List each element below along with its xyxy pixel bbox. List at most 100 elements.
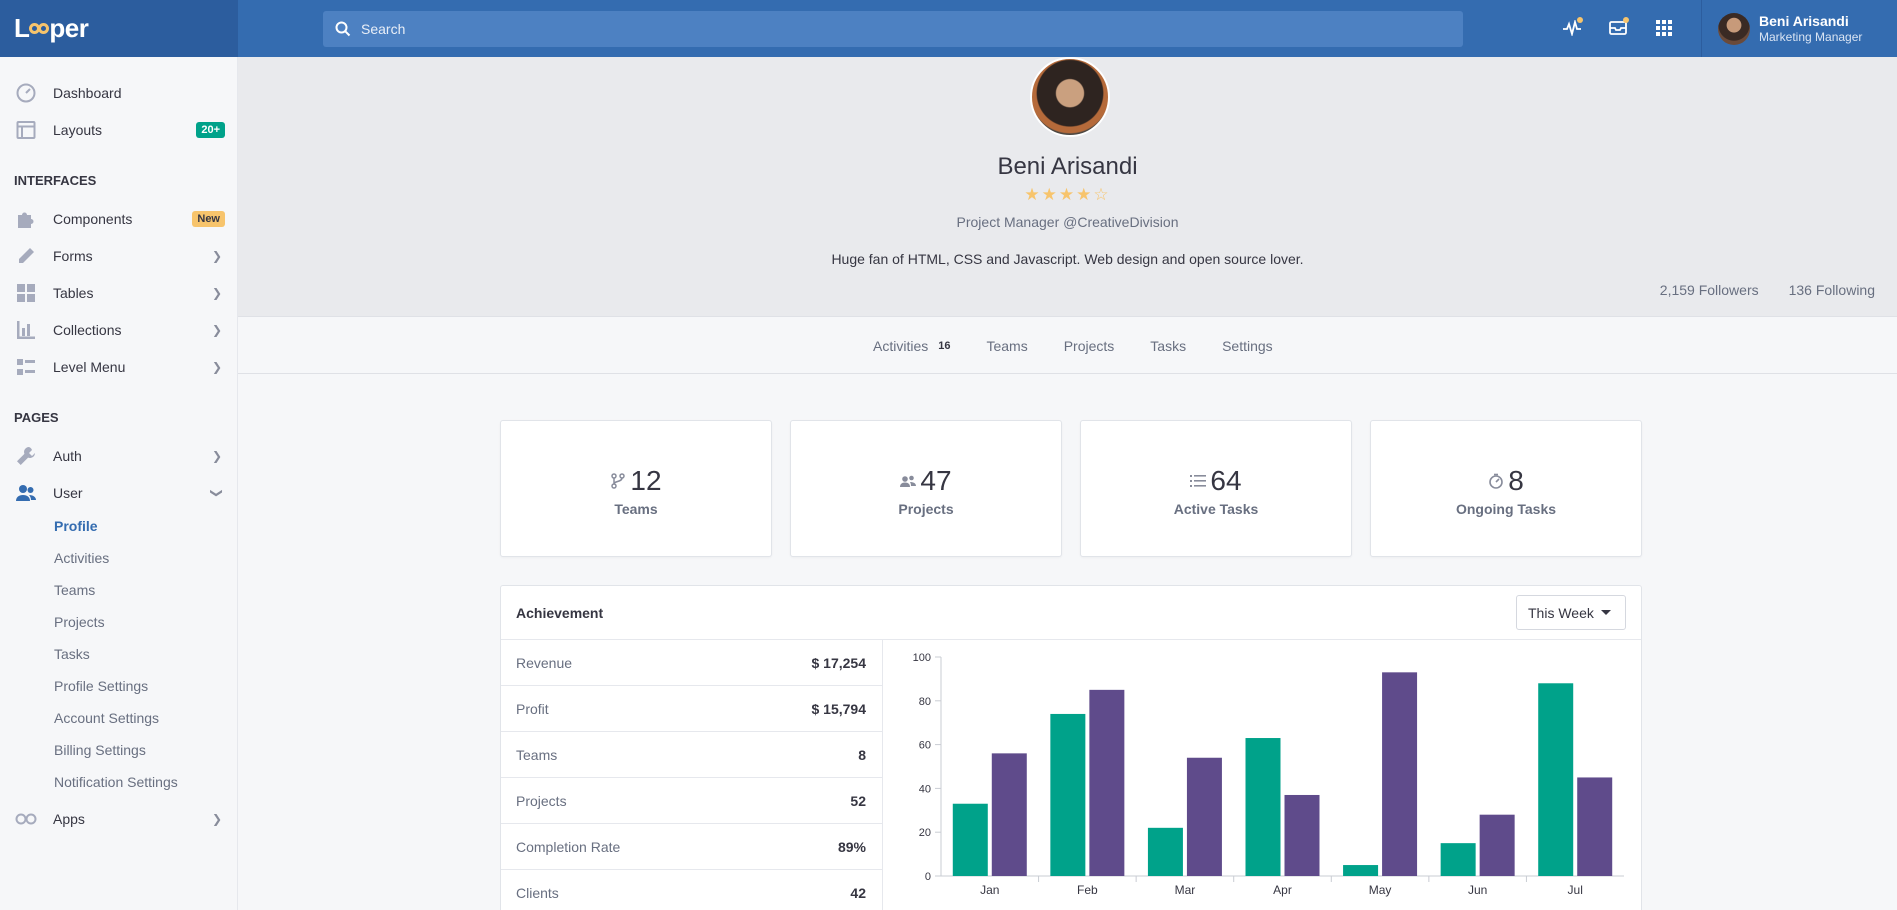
sidebar-item-dashboard[interactable]: Dashboard [0,78,238,108]
bar[interactable] [1284,794,1320,876]
chevron-right-icon: ❯ [211,323,222,337]
tab-label: Projects [1063,338,1115,354]
bar[interactable] [1538,683,1574,876]
apps-grid-icon[interactable] [1652,16,1676,40]
sidebar-subitem-teams[interactable]: Teams [54,582,96,598]
sidebar-subitem-tasks[interactable]: Tasks [54,646,90,662]
achievement-bar-chart: 0 20 40 60 80 100 Jan Feb Mar Apr May Jun Jul [913,652,1624,897]
stat-label: Projects [898,501,954,517]
bar[interactable] [1577,777,1613,876]
bar[interactable] [1479,814,1515,876]
profile-cover: Beni Arisandi ★★★★☆ Project Manager @Cre… [238,57,1897,317]
sidebar-item-label: Tables [53,285,94,301]
followers-link[interactable]: 2,159 Followers [1659,282,1759,298]
list-item: Projects 52 [501,778,882,824]
stat-value: 12 [630,465,662,496]
search-bar[interactable] [323,11,1463,47]
section-heading-interfaces: INTERFACES [14,173,97,188]
pencil-icon [15,245,37,267]
sidebar-item-forms[interactable]: Forms ❯ [0,241,238,271]
branch-icon [610,473,626,489]
metric-value: $ 17,254 [811,654,867,671]
stat-card-ongoing-tasks: 8 Ongoing Tasks [1370,420,1642,557]
tab-label: Tasks [1150,338,1187,354]
sidebar-item-label: User [53,485,83,501]
search-input[interactable] [361,21,1361,37]
main-content: Beni Arisandi ★★★★☆ Project Manager @Cre… [238,57,1897,910]
sidebar-item-auth[interactable]: Auth ❯ [0,441,238,471]
sidebar-item-label: Dashboard [53,85,122,101]
list-item: Teams 8 [501,732,882,778]
inbox-icon[interactable] [1606,16,1630,40]
puzzle-icon [15,208,37,230]
sidebar-subitem-projects[interactable]: Projects [54,614,105,630]
people-icon [900,473,917,489]
sidebar-subitem-profile-settings[interactable]: Profile Settings [54,678,149,694]
bar[interactable] [1147,827,1183,876]
sidebar-item-user[interactable]: User ❯ [0,478,238,508]
sidebar-subitem-billing-settings[interactable]: Billing Settings [54,742,146,758]
user-menu[interactable]: Beni Arisandi Marketing Manager [1701,0,1897,57]
tab-count-badge: 16 [938,340,951,352]
bar[interactable] [991,753,1027,876]
x-tick-label: Jan [980,883,999,897]
profile-bio: Huge fan of HTML, CSS and Javascript. We… [831,251,1304,267]
metric-label: Teams [516,746,558,763]
metric-value: 52 [850,792,866,809]
tab-settings[interactable]: Settings [1222,338,1273,354]
sidebar-item-collections[interactable]: Collections ❯ [0,315,238,345]
sidebar-item-layouts[interactable]: Layouts 20+ [0,115,238,145]
tab-activities[interactable]: Activities 16 [873,338,950,354]
bar[interactable] [1186,757,1222,876]
dashboard-gauge-icon [15,82,37,104]
bar[interactable] [1089,689,1125,876]
chevron-right-icon: ❯ [211,249,222,263]
bar[interactable] [1050,713,1086,876]
y-tick-label: 80 [919,696,931,708]
bar[interactable] [1440,843,1476,876]
y-tick-label: 0 [925,871,931,883]
period-dropdown[interactable]: This Week [1516,595,1626,630]
sidebar-subitem-notification-settings[interactable]: Notification Settings [54,774,178,790]
sidebar-subitem-profile[interactable]: Profile [54,518,98,534]
tab-teams[interactable]: Teams [986,338,1027,354]
sidebar-item-apps[interactable]: Apps ❯ [0,804,238,834]
sidebar-subitem-activities[interactable]: Activities [54,550,110,566]
tab-label: Teams [986,338,1028,354]
sidebar-subitem-account-settings[interactable]: Account Settings [54,710,160,726]
bar[interactable] [1245,738,1281,876]
sidebar-item-components[interactable]: Components New [0,204,238,234]
star-filled-icon: ★ [1076,185,1094,204]
y-tick-label: 20 [919,827,931,839]
y-tick-label: 100 [913,652,931,664]
following-link[interactable]: 136 Following [1788,282,1875,298]
metric-label: Revenue [516,654,573,671]
bar[interactable] [1382,672,1418,876]
list-item: Completion Rate 89% [501,824,882,870]
tab-tasks[interactable]: Tasks [1150,338,1186,354]
period-dropdown-label: This Week [1528,604,1594,621]
infinity-icon [15,808,37,830]
user-name: Beni Arisandi [1759,12,1849,29]
bar[interactable] [952,803,988,876]
y-tick-label: 60 [919,740,931,752]
stat-value: 64 [1210,465,1242,496]
metric-value: $ 15,794 [811,700,867,717]
sidebar-item-tables[interactable]: Tables ❯ [0,278,238,308]
x-tick-label: Jul [1568,883,1583,897]
list-icon [1190,473,1207,489]
avatar [1718,12,1750,45]
tab-projects[interactable]: Projects [1064,338,1115,354]
metric-value: 42 [850,884,866,901]
sidebar-item-level-menu[interactable]: Level Menu ❯ [0,352,238,382]
sidebar-item-label: Collections [53,322,122,338]
chevron-right-icon: ❯ [211,360,222,374]
profile-avatar[interactable] [1030,57,1110,137]
x-tick-label: Jun [1468,883,1487,897]
notification-dot [1577,17,1583,23]
bar[interactable] [1343,865,1379,876]
achievement-card: Achievement This Week Revenue $ 17,254 Pr… [500,585,1642,910]
pulse-icon[interactable] [1560,16,1584,40]
